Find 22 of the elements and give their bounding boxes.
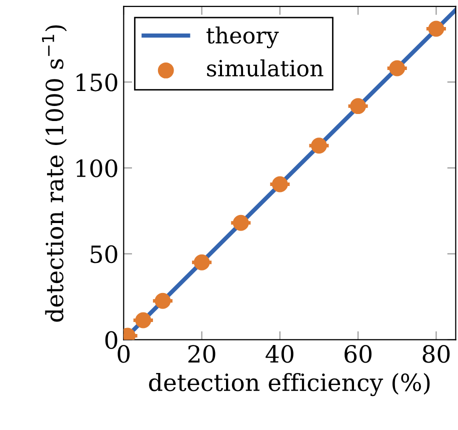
legend-label: simulation — [207, 59, 324, 77]
x-tick-label: 20 — [188, 344, 216, 363]
x-axis-title: detection efficiency (%) — [149, 372, 430, 396]
point — [232, 214, 249, 231]
point — [428, 20, 444, 37]
x-tick-label: 40 — [266, 344, 294, 363]
point — [311, 138, 327, 154]
y-tick-label: 50 — [90, 245, 118, 264]
x-tick-label: 60 — [344, 344, 372, 363]
point — [272, 176, 288, 192]
point — [350, 98, 366, 114]
point — [154, 292, 171, 309]
point — [135, 312, 152, 328]
x-tick-label: 80 — [422, 344, 450, 363]
legend-label: theory — [206, 26, 279, 48]
point — [194, 254, 210, 270]
y-tick-label: 0 — [105, 331, 118, 350]
y-axis-title: detection rate (1000 s$^{−1}$) — [42, 25, 67, 322]
y-tick-label: 100 — [76, 159, 118, 178]
point — [389, 60, 406, 76]
x-tick-label: 0 — [118, 344, 130, 363]
y-tick-label: 150 — [76, 73, 118, 92]
